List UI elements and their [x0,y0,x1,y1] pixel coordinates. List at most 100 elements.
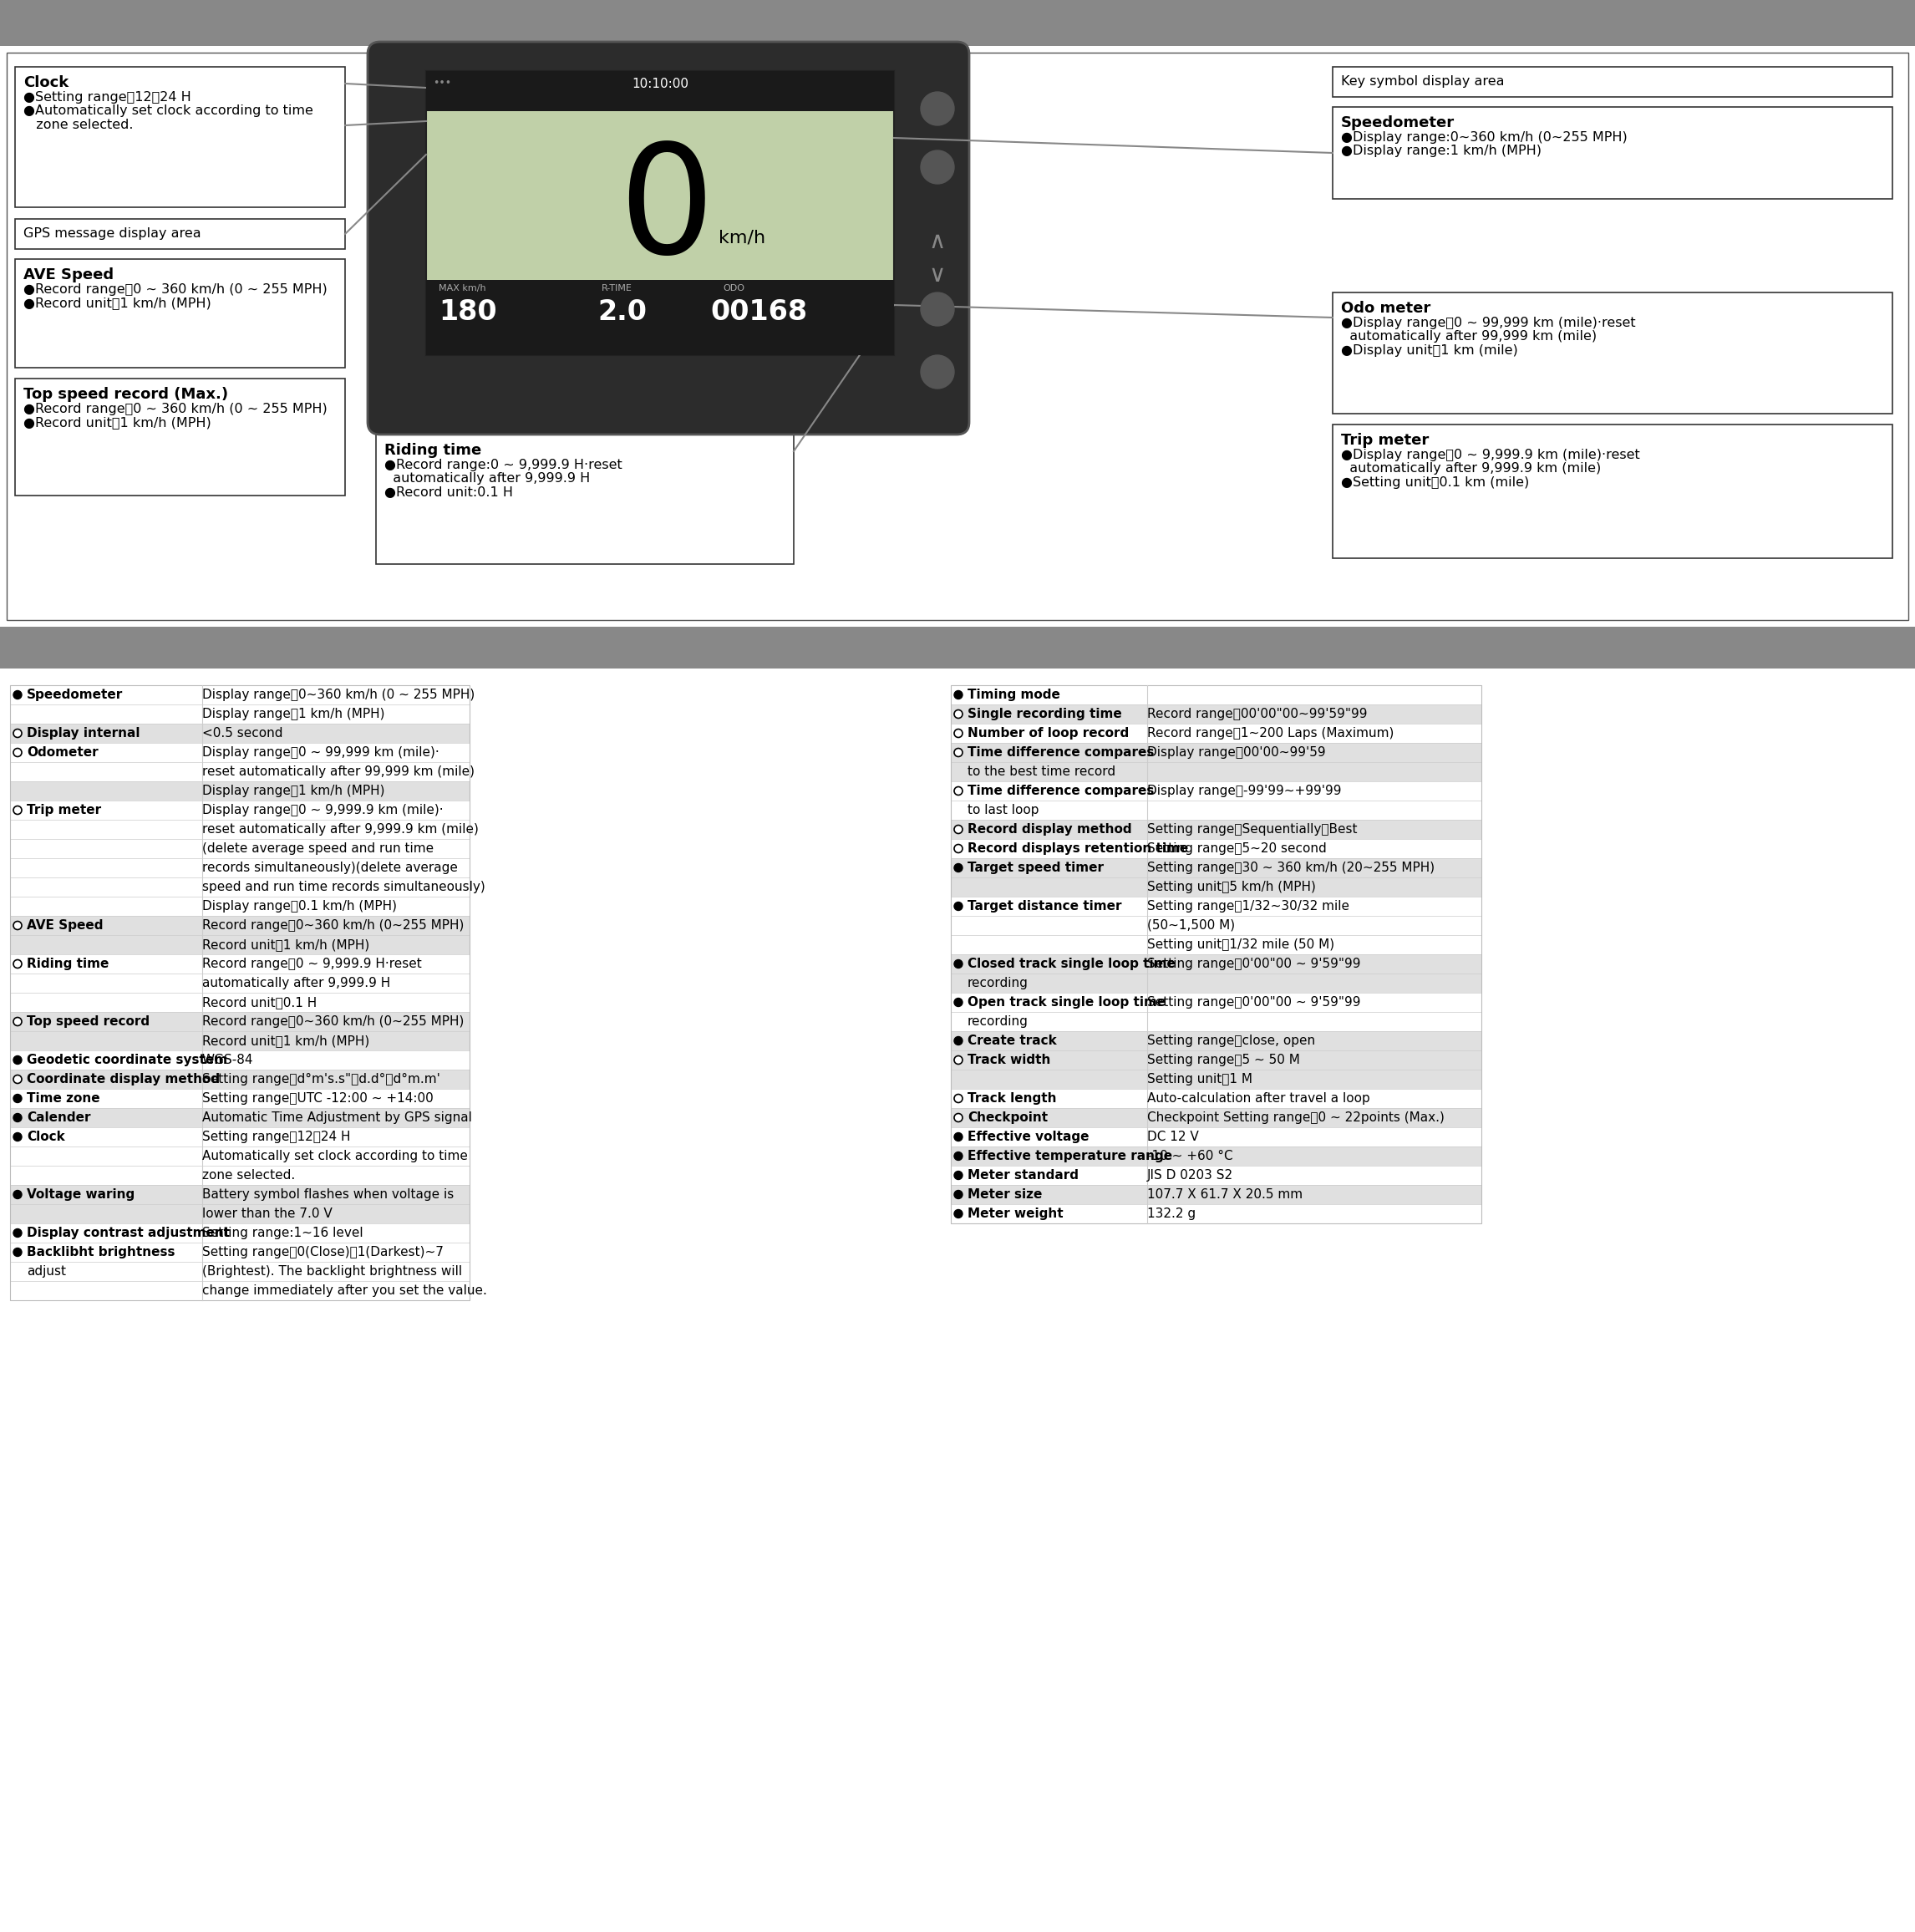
Text: Meter size: Meter size [967,1188,1042,1202]
Text: Setting range：Sequentially、Best: Setting range：Sequentially、Best [1147,823,1358,837]
Bar [952,954,1482,974]
Bar [427,280,894,355]
Circle shape [13,1018,21,1026]
Text: Setting range：close, open: Setting range：close, open [1147,1034,1316,1047]
Bar [952,761,1482,781]
Bar [10,1126,469,1146]
Text: Time zone: Time zone [27,1092,100,1105]
Text: Open track single loop time: Open track single loop time [967,997,1166,1009]
Text: Time difference compares: Time difference compares [967,784,1155,798]
Text: ●Display range：0 ~ 99,999 km (mile)·reset: ●Display range：0 ~ 99,999 km (mile)·rese… [1340,317,1635,328]
Text: ●Automatically set clock according to time: ●Automatically set clock according to ti… [23,104,314,118]
Bar [10,705,469,724]
Text: R-TIME: R-TIME [601,284,632,292]
Bar [10,1204,469,1223]
Bar [10,916,469,935]
Bar [0,46,1915,626]
Bar [952,916,1482,935]
Text: Voltage waring: Voltage waring [27,1188,134,1202]
Text: ●Record unit：1 km/h (MPH): ●Record unit：1 km/h (MPH) [23,417,211,429]
Bar [10,744,469,761]
Bar [1333,106,1892,199]
Text: Setting range：12、24 H: Setting range：12、24 H [203,1130,350,1144]
Bar [10,1146,469,1165]
Bar [10,686,469,705]
Text: ∧: ∧ [929,230,946,253]
Circle shape [13,748,21,757]
Circle shape [954,844,963,852]
Bar [952,1012,1482,1032]
Text: 0: 0 [619,137,714,284]
Text: automatically after 9,999.9 H: automatically after 9,999.9 H [203,978,391,989]
Bar [10,819,469,838]
Circle shape [13,728,21,738]
Bar [6,52,1909,620]
Text: recording: recording [967,1016,1028,1028]
Text: DC 12 V: DC 12 V [1147,1130,1199,1144]
Text: ●Display range：0 ~ 9,999.9 km (mile)·reset: ●Display range：0 ~ 9,999.9 km (mile)·res… [1340,448,1639,462]
Text: Speedometer: Speedometer [1340,116,1455,129]
Circle shape [954,864,963,871]
Bar [952,686,1482,705]
Circle shape [13,922,21,929]
Text: Clock: Clock [23,75,69,91]
Text: Effective temperature range: Effective temperature range [967,1150,1172,1163]
Circle shape [954,709,963,719]
Bar [10,800,469,819]
Text: Target distance timer: Target distance timer [967,900,1122,912]
Bar [0,626,1915,668]
Text: Closed track single loop time: Closed track single loop time [967,958,1176,970]
Text: 2.0: 2.0 [597,298,647,327]
Text: zone selected.: zone selected. [203,1169,295,1182]
Text: automatically after 99,999 km (mile): automatically after 99,999 km (mile) [1340,330,1597,344]
Text: Record unit：1 km/h (MPH): Record unit：1 km/h (MPH) [203,939,370,951]
Circle shape [954,1113,963,1122]
Circle shape [954,1132,963,1142]
Text: Record range：0 ~ 9,999.9 H·reset: Record range：0 ~ 9,999.9 H·reset [203,958,421,970]
Text: Display range：1 km/h (MPH): Display range：1 km/h (MPH) [203,707,385,721]
Bar [15,218,345,249]
Text: change immediately after you set the value.: change immediately after you set the val… [203,1285,486,1296]
Text: ●Setting unit：0.1 km (mile): ●Setting unit：0.1 km (mile) [1340,477,1530,489]
Text: Riding time: Riding time [27,958,109,970]
Text: 00168: 00168 [710,298,808,327]
Circle shape [921,93,954,126]
Bar [952,1090,1482,1109]
Text: 10:10:00: 10:10:00 [632,77,689,91]
Text: ●Setting range：12、24 H: ●Setting range：12、24 H [23,91,192,104]
Text: •••: ••• [433,77,452,89]
Bar [10,935,469,954]
Text: ●Display range:1 km/h (MPH): ●Display range:1 km/h (MPH) [1340,145,1542,158]
Text: Speedometer: Speedometer [27,688,123,701]
Text: Auto-calculation after travel a loop: Auto-calculation after travel a loop [1147,1092,1369,1105]
Text: Battery symbol flashes when voltage is: Battery symbol flashes when voltage is [203,1188,454,1202]
Text: to the best time record: to the best time record [967,765,1116,779]
Bar [10,1165,469,1184]
Text: Odo meter: Odo meter [1340,301,1431,315]
Text: ∨: ∨ [929,263,946,286]
Circle shape [954,1037,963,1045]
Text: Record range：0~360 km/h (0~255 MPH): Record range：0~360 km/h (0~255 MPH) [203,920,463,931]
Text: Display range：0 ~ 9,999.9 km (mile)·: Display range：0 ~ 9,999.9 km (mile)· [203,804,444,817]
Text: 132.2 g: 132.2 g [1147,1208,1195,1219]
Bar [10,686,469,1300]
Text: ODO: ODO [722,284,745,292]
Circle shape [954,728,963,738]
Text: Display range：0~360 km/h (0 ~ 255 MPH): Display range：0~360 km/h (0 ~ 255 MPH) [203,688,475,701]
Text: Time difference compares: Time difference compares [967,746,1155,759]
Text: Setting unit：1 M: Setting unit：1 M [1147,1072,1252,1086]
Text: Meter weight: Meter weight [967,1208,1063,1219]
Text: Single recording time: Single recording time [967,707,1122,721]
Bar [952,1146,1482,1165]
Bar [952,1070,1482,1090]
Bar [952,1184,1482,1204]
Circle shape [954,1055,963,1065]
Text: zone selected.: zone selected. [23,118,134,131]
Circle shape [921,355,954,388]
Text: Target speed timer: Target speed timer [967,862,1103,873]
Text: JIS D 0203 S2: JIS D 0203 S2 [1147,1169,1233,1182]
Text: speed and run time records simultaneously): speed and run time records simultaneousl… [203,881,484,893]
Bar [1333,425,1892,558]
Text: Display range：1 km/h (MPH): Display range：1 km/h (MPH) [203,784,385,798]
Text: Setting range：0(Close)、1(Darkest)~7: Setting range：0(Close)、1(Darkest)~7 [203,1246,444,1258]
